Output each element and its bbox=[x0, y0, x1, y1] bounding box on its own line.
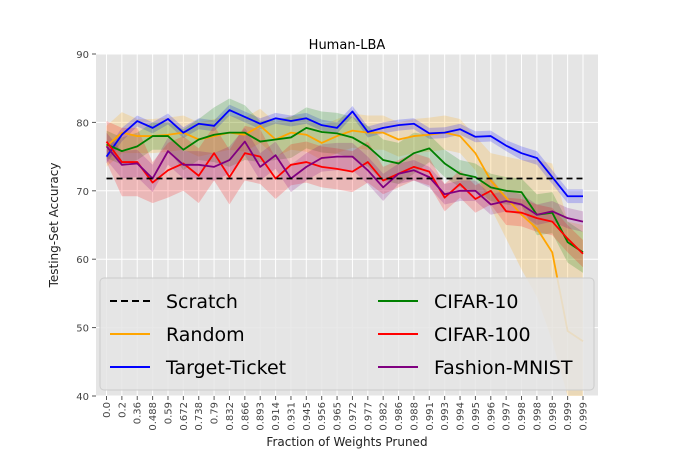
x-tick-label: 0.956 bbox=[317, 402, 328, 431]
legend-label: CIFAR-10 bbox=[434, 291, 519, 313]
x-tick-label: 0.986 bbox=[394, 402, 405, 431]
x-tick-label: 0.59 bbox=[163, 402, 174, 424]
x-tick-label: 0.972 bbox=[348, 402, 359, 431]
legend-box bbox=[99, 277, 595, 391]
confidence-bands bbox=[106, 98, 583, 396]
y-tick-label: 70 bbox=[76, 187, 89, 198]
legend-label: Scratch bbox=[166, 291, 238, 313]
x-tick-label: 0.994 bbox=[456, 402, 467, 431]
y-tick-label: 40 bbox=[76, 392, 89, 403]
x-tick-label: 0.995 bbox=[471, 402, 482, 431]
x-tick-label: 0.672 bbox=[179, 402, 190, 431]
x-tick-label: 0.993 bbox=[440, 402, 451, 431]
legend-label: Fashion-MNIST bbox=[434, 357, 573, 379]
x-tick-label: 0.999 bbox=[579, 402, 590, 431]
band-cifar-10 bbox=[106, 98, 583, 273]
x-tick-label: 0.738 bbox=[194, 402, 205, 431]
y-tick-label: 90 bbox=[76, 50, 89, 61]
x-tick-label: 0.914 bbox=[271, 402, 282, 431]
legend-label: Random bbox=[166, 324, 245, 346]
y-tick-label: 50 bbox=[76, 324, 89, 335]
y-tick-label: 60 bbox=[76, 255, 89, 266]
x-axis-label: Fraction of Weights Pruned bbox=[266, 435, 427, 449]
y-axis-label: Testing-Set Accuracy bbox=[47, 163, 61, 289]
chart-title: Human-LBA bbox=[309, 38, 386, 53]
x-tick-label: 0.79 bbox=[210, 402, 221, 424]
legend-label: CIFAR-100 bbox=[434, 324, 531, 346]
x-tick-label: 0.36 bbox=[133, 402, 144, 424]
x-tick-label: 0.977 bbox=[363, 402, 374, 431]
line-cifar-10 bbox=[106, 126, 584, 254]
x-tick-label: 0.832 bbox=[225, 402, 236, 431]
x-tick-label: 0.996 bbox=[486, 402, 497, 431]
x-tick-label: 0.2 bbox=[117, 402, 128, 418]
x-tick-label: 0.945 bbox=[302, 402, 313, 431]
legend: Scratch CIFAR-10 Random CIFAR-100 Target-Tic… bbox=[99, 277, 595, 391]
axes: 40 50 60 70 80 90 0.0 0.2 0.36 0.488 0.59 0.672 0.73… bbox=[76, 50, 590, 431]
series-lines bbox=[105, 109, 584, 343]
x-tick-label: 0.998 bbox=[517, 402, 528, 431]
line-fashion-mnist bbox=[105, 140, 584, 223]
x-tick-label: 0.998 bbox=[532, 402, 543, 431]
x-tick-label: 0.866 bbox=[240, 402, 251, 431]
band-fashion-mnist bbox=[106, 127, 583, 232]
x-tick-label: 0.982 bbox=[379, 402, 390, 431]
x-tick-label: 0.999 bbox=[563, 402, 574, 431]
x-tick-label: 0.893 bbox=[256, 402, 267, 431]
y-tick-label: 80 bbox=[76, 118, 89, 129]
x-tick-label: 0.997 bbox=[502, 402, 513, 431]
x-tick-label: 0.0 bbox=[102, 402, 113, 418]
legend-label: Target-Ticket bbox=[165, 357, 286, 379]
x-tick-label: 0.931 bbox=[286, 402, 297, 431]
x-tick-label: 0.998 bbox=[548, 402, 559, 431]
line-target-ticket bbox=[105, 109, 583, 198]
x-tick-label: 0.988 bbox=[409, 402, 420, 431]
line-random bbox=[105, 124, 584, 343]
x-tick-label: 0.965 bbox=[333, 402, 344, 431]
band-target-ticket bbox=[106, 104, 583, 204]
x-tick-label: 0.991 bbox=[425, 402, 436, 431]
x-tick-label: 0.488 bbox=[148, 402, 159, 431]
band-cifar-100 bbox=[106, 121, 583, 268]
band-random bbox=[106, 108, 583, 396]
